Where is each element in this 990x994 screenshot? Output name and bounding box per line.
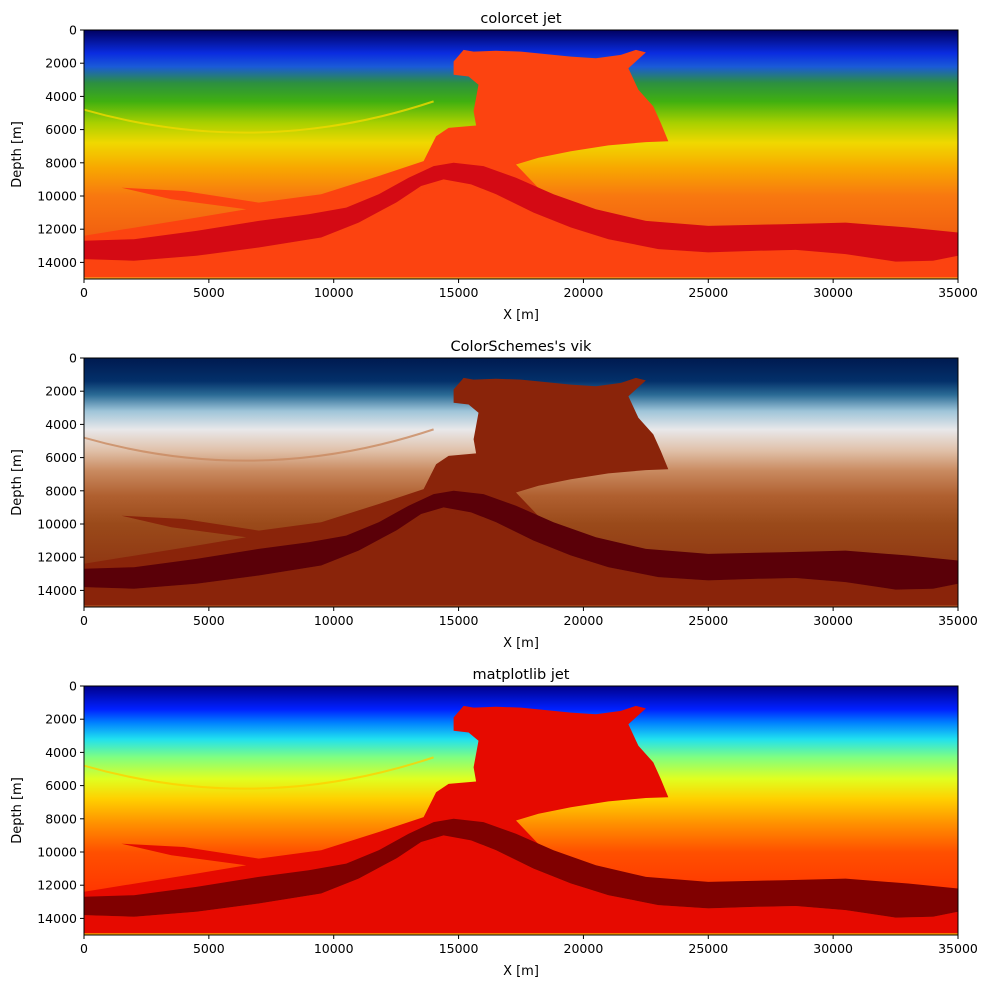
bottom-layer [84, 605, 958, 608]
x-tick-label: 20000 [564, 941, 604, 956]
x-tick-label: 10000 [314, 285, 354, 300]
x-tick-label: 25000 [688, 941, 728, 956]
y-tick-label: 12000 [37, 222, 77, 237]
y-tick-label: 6000 [45, 122, 77, 137]
y-tick-label: 6000 [45, 778, 77, 793]
y-tick-label: 2000 [45, 712, 77, 727]
chart-title: matplotlib jet [473, 667, 570, 683]
y-tick-label: 10000 [37, 517, 77, 532]
bottom-layer [84, 277, 958, 280]
y-tick-label: 14000 [37, 911, 77, 926]
x-tick-label: 10000 [314, 613, 354, 628]
chart-panel-2: 0 5000 10000 15000 20000 25000 30000 35000 0 2000… [10, 339, 978, 651]
y-axis-label: Depth [m] [10, 777, 25, 844]
salt-body [84, 49, 669, 246]
y-tick-label: 8000 [45, 155, 77, 170]
y-tick-label: 4000 [45, 89, 77, 104]
x-tick-label: 5000 [193, 941, 225, 956]
x-tick-label: 15000 [439, 613, 479, 628]
y-tick-label: 2000 [45, 384, 77, 399]
dense-layer-band [84, 818, 958, 918]
y-axis-label: Depth [m] [10, 121, 25, 188]
basement-fill [84, 507, 958, 607]
x-tick-label: 25000 [688, 613, 728, 628]
y-tick-label: 12000 [37, 550, 77, 565]
basement-fill [84, 179, 958, 279]
x-tick-label: 0 [80, 941, 88, 956]
y-tick-label: 12000 [37, 878, 77, 893]
y-tick-label: 10000 [37, 845, 77, 860]
x-tick-label: 5000 [193, 285, 225, 300]
x-tick-label: 20000 [564, 613, 604, 628]
chart-panel-1: 0 5000 10000 15000 20000 25000 30000 35000 0 2000… [10, 11, 978, 323]
axes-frame [83, 685, 959, 936]
basement-fill [84, 835, 958, 935]
y-tick-label: 10000 [37, 189, 77, 204]
chart-panel-3: 0 5000 10000 15000 20000 25000 30000 35000 0 2000… [10, 667, 978, 979]
x-tick-label: 25000 [688, 285, 728, 300]
horizon-line [83, 428, 434, 462]
y-tick-label: 4000 [45, 745, 77, 760]
salt-body [84, 377, 669, 574]
y-tick-label: 14000 [37, 255, 77, 270]
x-tick-label: 30000 [813, 613, 853, 628]
y-tick-label: 0 [69, 351, 77, 366]
salt-body [84, 705, 669, 902]
bottom-layer [84, 933, 958, 936]
y-tick-label: 14000 [37, 583, 77, 598]
dense-layer-band [84, 490, 958, 590]
x-tick-label: 0 [80, 285, 88, 300]
x-tick-label: 35000 [938, 941, 978, 956]
y-tick-label: 0 [69, 23, 77, 38]
axes-frame [83, 29, 959, 280]
x-tick-label: 15000 [439, 285, 479, 300]
y-tick-label: 4000 [45, 417, 77, 432]
x-tick-label: 5000 [193, 613, 225, 628]
x-tick-label: 15000 [439, 941, 479, 956]
y-tick-label: 8000 [45, 811, 77, 826]
x-tick-label: 30000 [813, 285, 853, 300]
x-tick-label: 10000 [314, 941, 354, 956]
horizon-line [83, 100, 434, 134]
x-axis-label: X [m] [503, 636, 539, 651]
x-axis-label: X [m] [503, 308, 539, 323]
y-axis-label: Depth [m] [10, 449, 25, 516]
dense-layer-band [84, 162, 958, 262]
x-axis-label: X [m] [503, 964, 539, 979]
horizon-line [83, 756, 434, 790]
chart-title: ColorSchemes's vik [451, 339, 593, 355]
x-tick-label: 35000 [938, 285, 978, 300]
y-tick-label: 0 [69, 679, 77, 694]
y-tick-label: 8000 [45, 483, 77, 498]
y-tick-label: 2000 [45, 56, 77, 71]
x-tick-label: 20000 [564, 285, 604, 300]
x-tick-label: 0 [80, 613, 88, 628]
chart-title: colorcet jet [480, 11, 562, 27]
y-tick-label: 6000 [45, 450, 77, 465]
x-tick-label: 30000 [813, 941, 853, 956]
axes-frame [83, 357, 959, 608]
x-tick-label: 35000 [938, 613, 978, 628]
